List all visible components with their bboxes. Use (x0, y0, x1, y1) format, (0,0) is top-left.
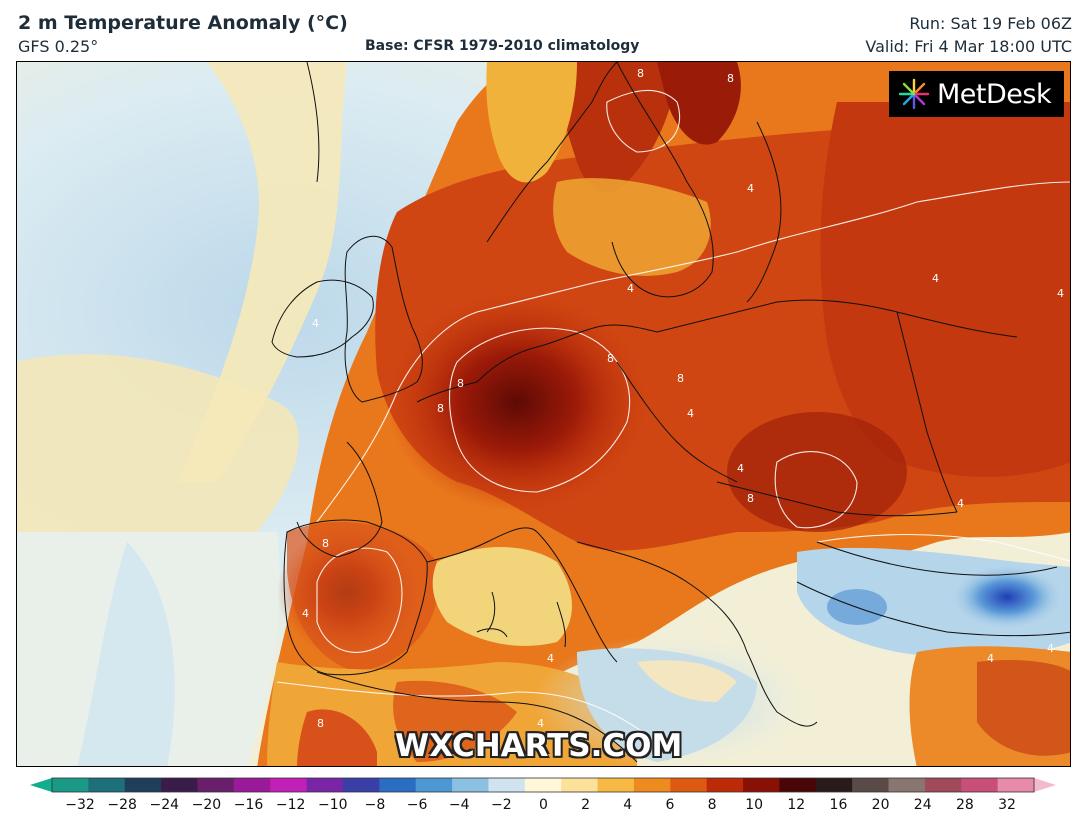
colorbar-cell (233, 778, 271, 792)
colorbar-cell (52, 778, 89, 792)
contour-label: 4 (627, 282, 634, 295)
map-canvas: 8 8 8 8 8 8 8 8 8 4 4 4 4 4 4 4 4 4 4 4 … (17, 62, 1070, 766)
colorbar-tick-label: −24 (149, 797, 180, 813)
colorbar-cell (706, 778, 744, 792)
colorbar-tick-label: −12 (275, 797, 306, 813)
colorbar-tick-label: 32 (998, 797, 1016, 813)
colorbar-tick-label: −20 (191, 797, 222, 813)
colorbar-cell (997, 778, 1035, 792)
contour-label: 4 (312, 317, 319, 330)
wxcharts-watermark: WXCHARTS.COM (395, 728, 683, 764)
colorbar-tick-label: −8 (364, 797, 386, 813)
colorbar-tick-label: 28 (955, 797, 974, 813)
colorbar-tick-label: −28 (107, 797, 137, 813)
colorbar-cell (597, 778, 635, 792)
colorbar-cell (415, 778, 453, 792)
colorbar-tick-label: 20 (871, 797, 890, 813)
colorbar-tick-label: 0 (539, 797, 548, 813)
colorbar-cell (852, 778, 890, 792)
contour-label: 4 (737, 462, 744, 475)
contour-label: 8 (457, 377, 464, 390)
colorbar-cell (452, 778, 490, 792)
colorbar-cell (161, 778, 199, 792)
contour-label: 8 (747, 492, 754, 505)
colorbar-tick-label: 2 (581, 797, 591, 813)
metdesk-logo: MetDesk (889, 71, 1064, 117)
colorbar-tick-label: 24 (913, 797, 932, 813)
contour-label: 4 (1057, 287, 1064, 300)
contour-label: 8 (322, 537, 329, 550)
colorbar-cell (561, 778, 599, 792)
colorbar-min-arrow (30, 778, 52, 792)
run-time: Run: Sat 19 Feb 06Z (909, 14, 1072, 33)
contour-label: 8 (727, 72, 734, 85)
contour-label: 8 (317, 717, 324, 730)
colorbar-cell (197, 778, 235, 792)
germany-warm-core (387, 292, 647, 512)
colorbar (30, 775, 1056, 795)
colorbar-tick-label: 8 (707, 797, 717, 813)
colorbar-cell (743, 778, 781, 792)
colorbar-tick-labels: −32 −28 −24 −20 −16 −12 −10 −8 −6 −4 −2 0 2 4 6 8 10 12 16… (0, 797, 1088, 819)
contour-label: 8 (607, 352, 614, 365)
colorbar-max-arrow (1034, 778, 1056, 792)
colorbar-tick-label: 12 (787, 797, 806, 813)
colorbar-cell (379, 778, 417, 792)
colorbar-cell (888, 778, 926, 792)
colorbar-cell (961, 778, 999, 792)
contour-label: 4 (957, 497, 964, 510)
contour-labels: 8 8 8 8 8 8 8 8 8 4 4 4 4 4 4 4 4 4 4 4 … (302, 67, 1064, 730)
colorbar-cell (88, 778, 126, 792)
contour-label: 4 (302, 607, 309, 620)
model-label: GFS 0.25° (18, 37, 99, 56)
colorbar-tick-label: −4 (448, 797, 470, 813)
colorbar-cell (670, 778, 708, 792)
anomaly-map: 8 8 8 8 8 8 8 8 8 4 4 4 4 4 4 4 4 4 4 4 … (16, 61, 1071, 767)
metdesk-pinwheel-icon (898, 78, 930, 110)
metdesk-logo-text: MetDesk (937, 78, 1052, 110)
turkey-cool-core (952, 565, 1062, 629)
colorbar-ramp (30, 777, 1056, 793)
colorbar-tick-label: 6 (665, 797, 675, 813)
colorbar-tick-label: 16 (829, 797, 848, 813)
colorbar-tick-label: 4 (623, 797, 633, 813)
colorbar-tick-label: 10 (745, 797, 764, 813)
colorbar-tick-label: −6 (406, 797, 428, 813)
chart-title: 2 m Temperature Anomaly (°C) (18, 12, 348, 34)
colorbar-tick-label: −32 (65, 797, 95, 813)
base-label: Base: CFSR 1979-2010 climatology (365, 38, 640, 54)
contour-label: 8 (437, 402, 444, 415)
contour-label: 4 (1047, 642, 1054, 655)
contour-label: 4 (547, 652, 554, 665)
valid-time: Valid: Fri 4 Mar 18:00 UTC (865, 37, 1072, 56)
coastlines (271, 62, 1070, 763)
contour-label: 4 (687, 407, 694, 420)
colorbar-cell (815, 778, 853, 792)
colorbar-cell (306, 778, 344, 792)
contour-label: 8 (677, 372, 684, 385)
colorbar-cell (633, 778, 671, 792)
colorbar-cell (524, 778, 562, 792)
colorbar-cell (270, 778, 308, 792)
colorbar-cell (779, 778, 817, 792)
contour-label: 8 (637, 67, 644, 80)
colorbar-cell (124, 778, 162, 792)
colorbar-tick-label: −10 (318, 797, 348, 813)
colorbar-tick-label: −16 (233, 797, 264, 813)
contour-label: 4 (537, 717, 544, 730)
contour-label: 4 (747, 182, 754, 195)
colorbar-tick-label: −2 (491, 797, 512, 813)
colorbar-cell (342, 778, 380, 792)
contour-label: 4 (932, 272, 939, 285)
colorbar-cell (488, 778, 526, 792)
colorbar-cell (924, 778, 962, 792)
contour-label: 4 (987, 652, 994, 665)
